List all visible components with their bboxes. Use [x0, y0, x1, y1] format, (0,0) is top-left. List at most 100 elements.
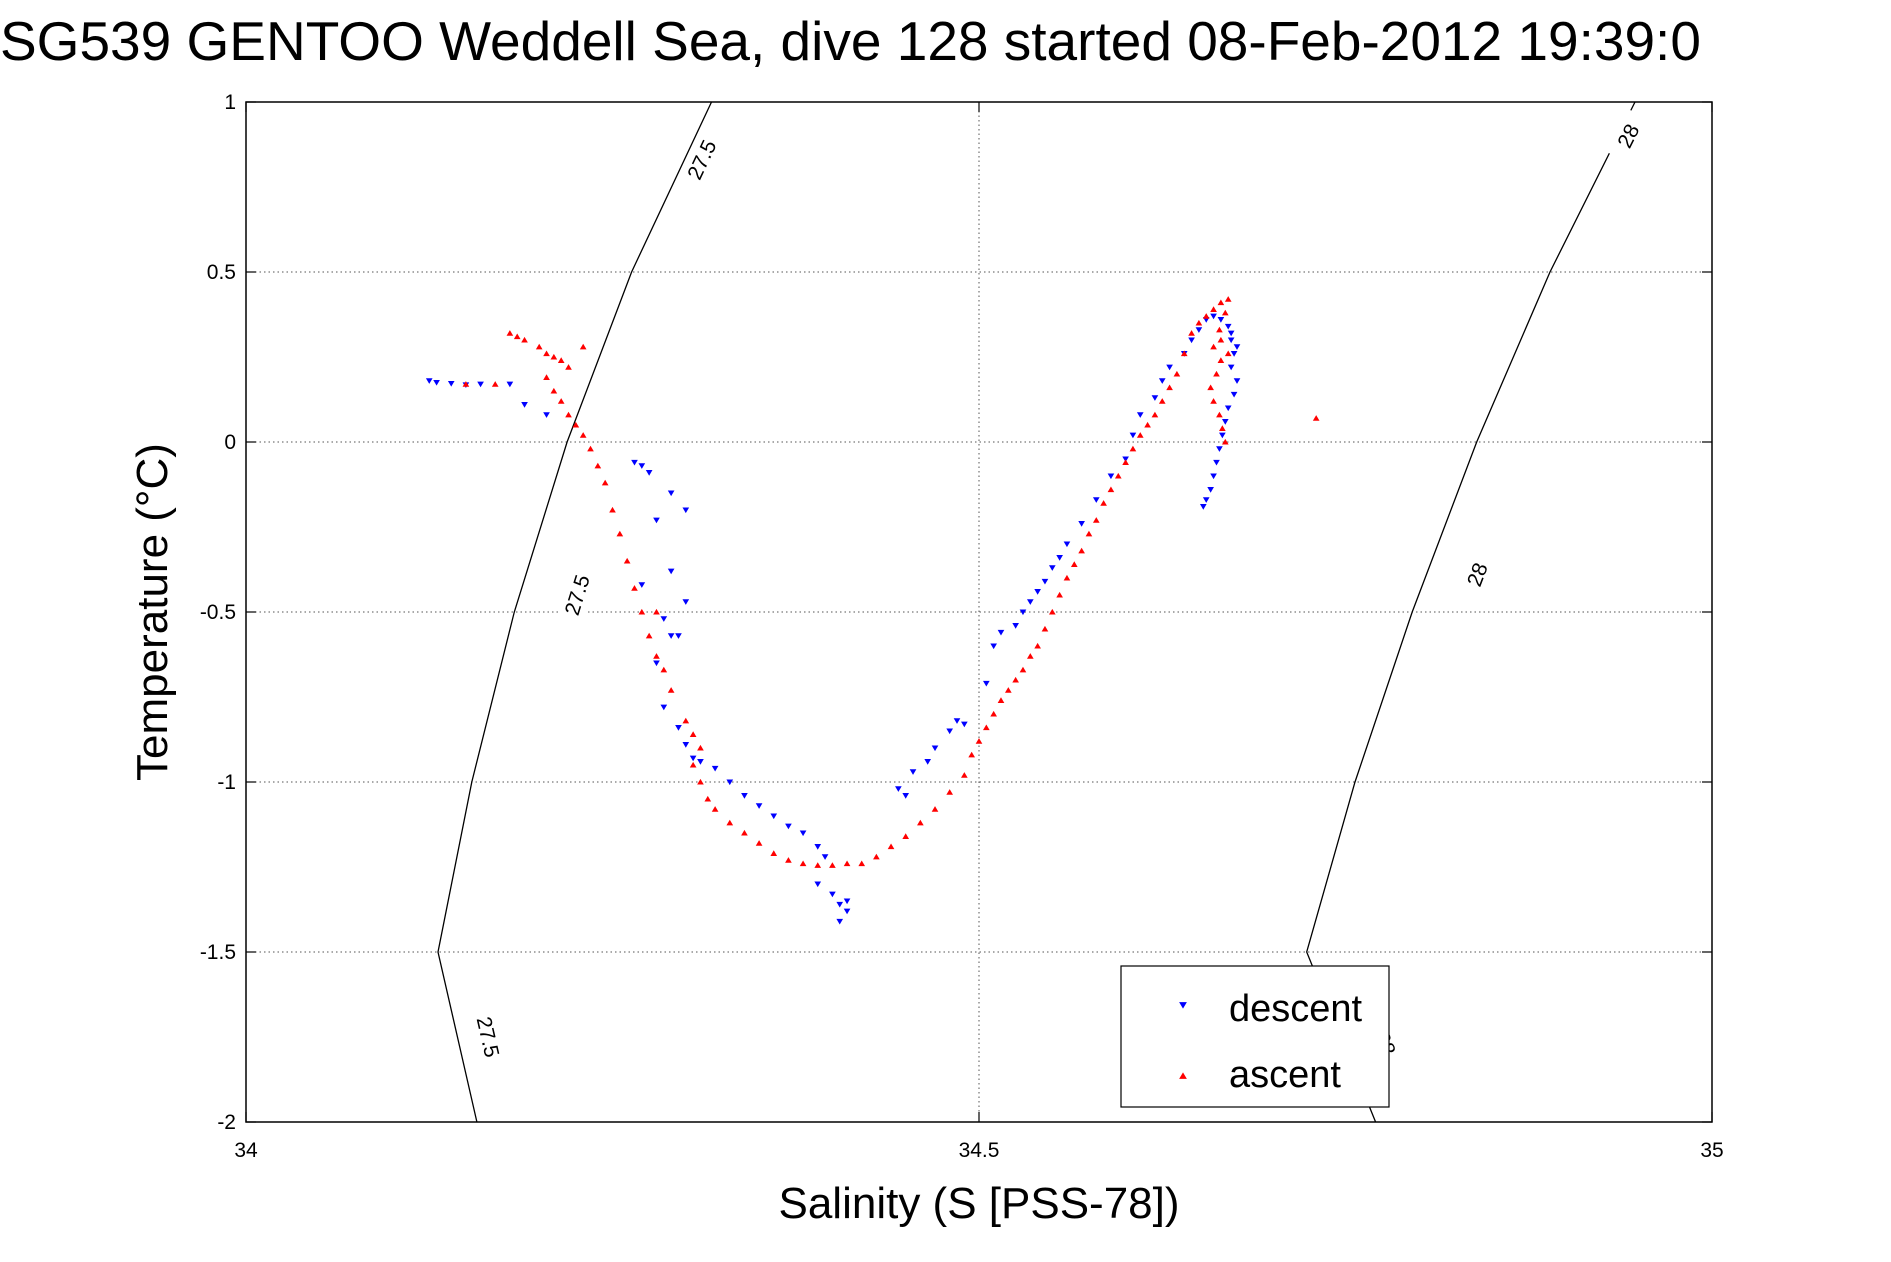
data-point-ascent — [704, 795, 712, 802]
data-point-ascent — [1056, 591, 1063, 598]
y-tick-label: 1 — [224, 91, 236, 114]
data-point-ascent — [1195, 319, 1203, 326]
data-point-descent — [638, 463, 646, 469]
legend: descent ascent — [1120, 965, 1390, 1108]
data-point-ascent — [946, 789, 954, 795]
data-point-descent — [1217, 317, 1225, 323]
data-point-ascent — [697, 778, 704, 785]
data-point-ascent — [543, 350, 550, 357]
y-tick-label: -1 — [217, 771, 236, 794]
data-point-ascent — [543, 374, 550, 380]
legend-label-descent: descent — [1229, 988, 1363, 1030]
data-point-descent — [843, 898, 851, 905]
data-point-descent — [1219, 432, 1226, 439]
data-point-descent — [895, 786, 902, 792]
data-point-ascent — [506, 330, 514, 336]
data-point-ascent — [623, 557, 631, 564]
data-point-ascent — [1026, 653, 1034, 659]
x-tick-label: 35 — [1700, 1139, 1723, 1162]
data-point-ascent — [601, 479, 609, 486]
isopycnal-line — [1306, 101, 1636, 1123]
data-point-descent — [682, 507, 690, 514]
data-point-descent — [433, 379, 440, 386]
data-point-ascent — [565, 411, 572, 418]
data-point-descent — [1063, 541, 1071, 548]
data-point-descent — [1092, 497, 1100, 503]
data-point-descent — [997, 629, 1005, 636]
data-point-ascent — [1219, 425, 1226, 431]
data-point-ascent — [1224, 350, 1232, 357]
data-point-ascent — [770, 850, 778, 856]
data-point-ascent — [1173, 370, 1181, 377]
x-tick-label: 34.5 — [959, 1139, 1000, 1162]
data-point-ascent — [660, 666, 668, 673]
contour-label: 27.5 — [561, 572, 595, 618]
data-point-descent — [1233, 344, 1241, 350]
data-point-descent — [1019, 609, 1027, 616]
data-point-ascent — [1048, 608, 1056, 615]
data-point-descent — [506, 381, 514, 388]
data-point-ascent — [1122, 459, 1129, 465]
data-point-ascent — [653, 653, 660, 659]
data-point-ascent — [535, 343, 543, 350]
data-point-ascent — [1151, 411, 1159, 418]
data-point-ascent — [785, 857, 792, 863]
data-point-ascent — [755, 840, 763, 846]
data-point-descent — [1233, 378, 1241, 384]
data-point-descent — [1122, 456, 1129, 463]
data-point-ascent — [557, 398, 565, 404]
data-point-ascent — [1063, 574, 1071, 581]
data-point-ascent — [1158, 398, 1166, 404]
data-point-descent — [1026, 599, 1034, 605]
data-point-ascent — [1034, 642, 1041, 649]
data-point-ascent — [858, 860, 866, 867]
data-point-ascent — [843, 860, 851, 867]
data-point-descent — [1216, 446, 1223, 452]
data-point-descent — [902, 793, 910, 799]
data-point-ascent — [697, 744, 704, 751]
data-point-ascent — [990, 710, 997, 717]
data-point-descent — [1056, 555, 1063, 561]
data-point-descent — [836, 918, 844, 925]
data-point-descent — [1129, 432, 1137, 439]
legend-box — [1120, 965, 1390, 1108]
data-point-descent — [799, 830, 807, 837]
data-point-ascent — [638, 608, 646, 615]
data-point-descent — [1078, 521, 1085, 527]
y-tick-label: -0.5 — [200, 601, 236, 624]
data-point-ascent — [1004, 687, 1012, 693]
data-point-ascent — [1216, 326, 1223, 333]
data-point-ascent — [550, 353, 558, 360]
data-point-ascent — [829, 862, 836, 868]
data-point-ascent — [1166, 384, 1173, 391]
data-point-descent — [425, 378, 433, 384]
legend-label-ascent: ascent — [1229, 1054, 1341, 1096]
data-point-ascent — [814, 862, 822, 868]
data-point-ascent — [1188, 330, 1195, 336]
data-point-descent — [477, 381, 484, 388]
series-ascent — [462, 296, 1320, 868]
data-point-descent — [946, 728, 954, 735]
data-point-ascent — [667, 687, 675, 693]
data-point-ascent — [1136, 432, 1144, 438]
isopycnal-line — [437, 101, 713, 1123]
contour-label-bg — [469, 1010, 506, 1064]
data-point-ascent — [983, 724, 990, 731]
data-point-ascent — [1202, 313, 1210, 319]
data-point-ascent — [1217, 336, 1225, 343]
data-point-ascent — [565, 364, 572, 370]
data-point-ascent — [1114, 472, 1122, 479]
data-point-descent — [1151, 395, 1159, 401]
data-point-ascent — [1210, 343, 1217, 350]
axis-ticks: 34 34.5 35 1 0.5 0 -0.5 -1 -1.5 -2 — [200, 91, 1724, 1162]
contour-label-bg — [1456, 547, 1499, 602]
data-point-descent — [785, 823, 792, 830]
data-point-ascent — [726, 819, 734, 826]
data-point-descent — [836, 901, 844, 908]
data-point-descent — [682, 599, 690, 605]
data-point-descent — [1012, 623, 1019, 629]
data-point-descent — [631, 459, 638, 466]
data-point-ascent — [1041, 625, 1049, 632]
data-point-descent — [814, 844, 822, 850]
data-point-descent — [843, 908, 851, 915]
